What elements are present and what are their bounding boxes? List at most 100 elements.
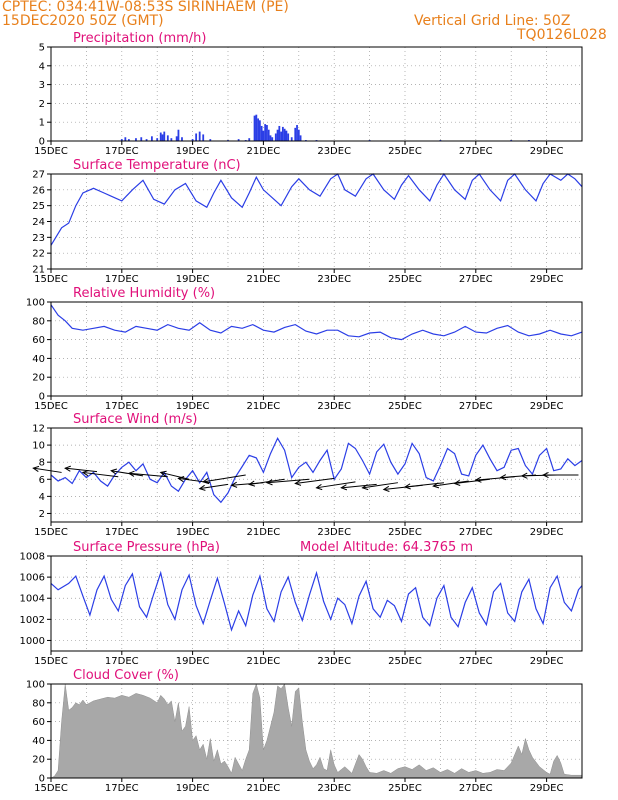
- precip-bar: [166, 135, 169, 141]
- wind-arrow-head: [159, 470, 167, 477]
- x-tick-label: 25DEC: [388, 656, 422, 667]
- precip-bar: [124, 137, 127, 141]
- x-tick-label: 25DEC: [388, 783, 422, 794]
- y-tick-label: 1008: [20, 552, 45, 563]
- wind-arrow-head: [361, 484, 369, 491]
- wind-arrow: [362, 482, 398, 489]
- y-tick-label: 12: [32, 424, 45, 435]
- wind-arrow-head: [202, 477, 210, 485]
- wind-arrow-head: [230, 481, 238, 488]
- precip-bar: [237, 139, 240, 141]
- panel-title: Surface Wind (m/s): [73, 412, 197, 427]
- wind-arrow-head: [315, 483, 323, 491]
- y-tick-label: 80: [32, 698, 45, 709]
- series-line: [50, 570, 583, 632]
- precip-bar: [120, 139, 123, 141]
- y-tick-label: 2: [39, 99, 45, 110]
- y-tick-label: 22: [32, 249, 45, 260]
- y-tick-label: 40: [32, 354, 45, 365]
- wind-arrow-head: [520, 472, 528, 479]
- cloud-cover-area: [50, 683, 583, 779]
- wind-arrow: [341, 483, 377, 489]
- x-tick-label: 19DEC: [176, 656, 210, 667]
- wind-arrow-head: [474, 476, 482, 483]
- x-tick-label: 27DEC: [459, 274, 493, 285]
- x-tick-label: 21DEC: [247, 783, 281, 794]
- x-tick-label: 15DEC: [34, 274, 68, 285]
- x-tick-label: 21DEC: [247, 656, 281, 667]
- panel-title: Precipitation (mm/h): [73, 31, 206, 46]
- x-tick-label: 23DEC: [317, 527, 351, 538]
- wind-arrow: [433, 480, 469, 487]
- panel-frame: [50, 46, 583, 142]
- precip-bar: [281, 126, 284, 141]
- precip-bar: [195, 133, 198, 141]
- wind-arrow-head: [403, 483, 411, 490]
- header-date: 15DEC2020 50Z (GMT): [2, 13, 164, 29]
- precip-bar: [170, 138, 173, 141]
- y-tick-label: 21: [32, 265, 45, 276]
- y-tick-label: 5: [39, 43, 45, 54]
- x-tick-label: 17DEC: [105, 146, 139, 157]
- y-tick-label: 23: [32, 233, 45, 244]
- x-tick-label: 27DEC: [459, 656, 493, 667]
- precip-bar: [266, 125, 268, 141]
- precip-bar: [283, 128, 286, 141]
- precip-bar: [285, 130, 288, 141]
- x-tick-label: 15DEC: [34, 401, 68, 412]
- precip-bar: [248, 138, 251, 141]
- y-tick-label: 10: [32, 441, 45, 452]
- x-tick-label: 21DEC: [247, 401, 281, 412]
- y-tick-label: 1: [39, 118, 45, 129]
- x-tick-label: 27DEC: [459, 146, 493, 157]
- wind-arrow: [249, 478, 285, 485]
- precip-bar: [287, 133, 290, 141]
- y-tick-label: 1006: [20, 573, 45, 584]
- precip-bar: [198, 131, 201, 141]
- wind-arrow-head: [432, 482, 440, 489]
- y-tick-label: 26: [32, 185, 45, 196]
- precip-bar: [177, 129, 180, 141]
- precip-bar: [159, 132, 162, 141]
- precip-bar: [145, 139, 148, 141]
- wind-arrow: [203, 474, 246, 483]
- y-tick-label: 1000: [20, 636, 45, 647]
- x-tick-label: 29DEC: [530, 527, 564, 538]
- panel-frame: [50, 683, 583, 779]
- precip-bar: [262, 130, 265, 141]
- x-tick-label: 15DEC: [34, 656, 68, 667]
- wind-arrow: [82, 471, 119, 478]
- y-tick-label: 4: [39, 492, 45, 503]
- x-tick-label: 27DEC: [459, 401, 493, 412]
- panel-title: Surface Temperature (nC): [73, 158, 241, 173]
- wind-arrow-head: [294, 479, 302, 486]
- precip-bar: [260, 125, 263, 141]
- x-tick-label: 25DEC: [388, 146, 422, 157]
- x-tick-label: 17DEC: [105, 656, 139, 667]
- precip-bar: [276, 129, 279, 141]
- x-tick-label: 23DEC: [317, 146, 351, 157]
- panel-frame: [50, 301, 583, 397]
- x-tick-label: 19DEC: [176, 274, 210, 285]
- precip-bar: [161, 134, 164, 141]
- y-tick-label: 0: [39, 392, 45, 403]
- y-tick-label: 40: [32, 736, 45, 747]
- y-tick-label: 80: [32, 316, 45, 327]
- y-tick-label: 25: [32, 201, 45, 212]
- panel-frame: [50, 555, 583, 652]
- y-tick-label: 20: [32, 755, 45, 766]
- panel-title: Surface Pressure (hPa): [73, 540, 220, 555]
- x-tick-label: 17DEC: [105, 527, 139, 538]
- wind-arrow-head: [110, 468, 118, 475]
- x-tick-label: 29DEC: [530, 274, 564, 285]
- wind-arrow-head: [32, 465, 40, 473]
- series-line: [50, 304, 583, 341]
- precip-bar: [209, 139, 212, 141]
- y-tick-label: 8: [39, 458, 45, 469]
- series-line: [50, 437, 583, 504]
- x-tick-label: 29DEC: [530, 146, 564, 157]
- x-tick-label: 23DEC: [317, 783, 351, 794]
- x-tick-label: 25DEC: [388, 401, 422, 412]
- precip-bar: [296, 125, 298, 141]
